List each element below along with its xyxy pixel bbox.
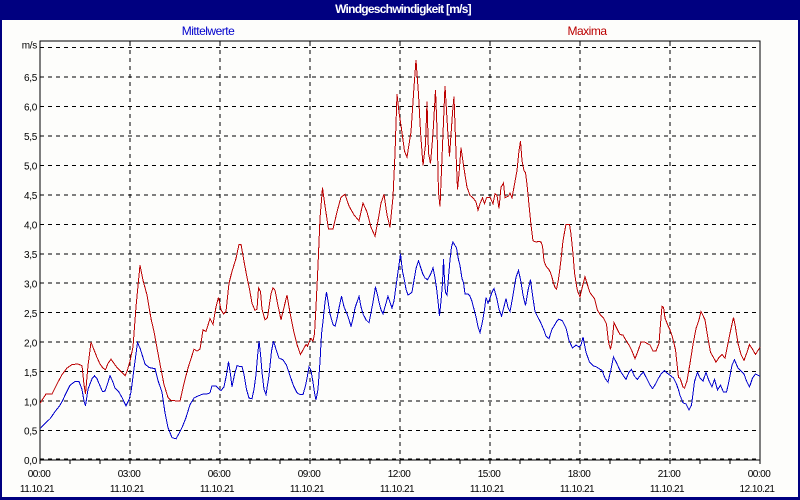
svg-text:18:00: 18:00 bbox=[568, 469, 591, 480]
svg-text:15:00: 15:00 bbox=[478, 469, 501, 480]
svg-text:12:00: 12:00 bbox=[388, 469, 411, 480]
svg-text:1,5: 1,5 bbox=[24, 368, 38, 379]
svg-text:3,5: 3,5 bbox=[24, 250, 38, 261]
svg-text:2,0: 2,0 bbox=[24, 338, 38, 349]
svg-text:11.10.21: 11.10.21 bbox=[110, 484, 145, 495]
svg-text:4,5: 4,5 bbox=[24, 191, 38, 202]
svg-text:11.10.21: 11.10.21 bbox=[290, 484, 325, 495]
svg-text:09:00: 09:00 bbox=[298, 469, 321, 480]
svg-text:5,0: 5,0 bbox=[24, 162, 38, 173]
svg-text:12.10.21: 12.10.21 bbox=[740, 484, 776, 495]
svg-text:00:00: 00:00 bbox=[748, 469, 771, 480]
svg-text:11.10.21: 11.10.21 bbox=[380, 484, 415, 495]
svg-text:11.10.21: 11.10.21 bbox=[470, 484, 505, 495]
svg-text:6,0: 6,0 bbox=[24, 103, 38, 114]
svg-text:11.10.21: 11.10.21 bbox=[650, 484, 685, 495]
svg-text:11.10.21: 11.10.21 bbox=[20, 484, 55, 495]
svg-text:0,5: 0,5 bbox=[24, 427, 38, 438]
svg-text:6,5: 6,5 bbox=[24, 73, 38, 84]
svg-text:11.10.21: 11.10.21 bbox=[560, 484, 595, 495]
svg-text:5,5: 5,5 bbox=[24, 132, 38, 143]
svg-text:3,0: 3,0 bbox=[24, 279, 38, 290]
svg-text:06:00: 06:00 bbox=[208, 469, 231, 480]
svg-text:00:00: 00:00 bbox=[28, 469, 51, 480]
svg-text:m/s: m/s bbox=[22, 41, 38, 52]
svg-text:03:00: 03:00 bbox=[118, 469, 141, 480]
svg-text:1,0: 1,0 bbox=[24, 397, 38, 408]
svg-text:0,0: 0,0 bbox=[24, 456, 38, 467]
svg-text:21:00: 21:00 bbox=[658, 469, 681, 480]
svg-text:11.10.21: 11.10.21 bbox=[200, 484, 235, 495]
svg-text:2,5: 2,5 bbox=[24, 309, 38, 320]
svg-text:4,0: 4,0 bbox=[24, 221, 38, 232]
